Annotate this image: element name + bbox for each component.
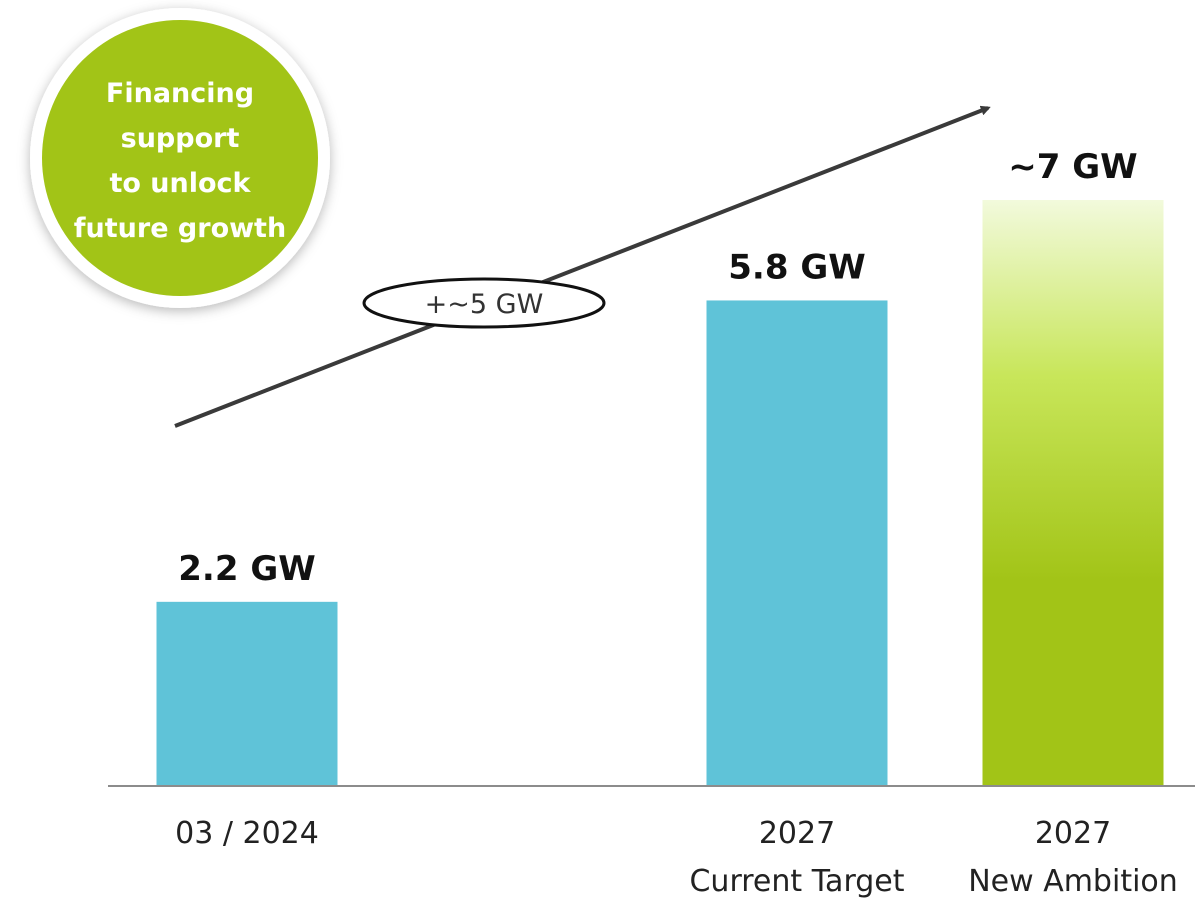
category-labels-group: 03 / 2024 2027 Current Target 2027 New Ambit… [175,816,1178,899]
value-label-3: ~7 GW [1008,147,1137,187]
growth-label: +~5 GW [425,289,544,320]
bar-1 [156,601,338,786]
category-label-1-line-1: 03 / 2024 [175,816,319,851]
callout-circle [42,20,318,296]
bars-group [156,200,1164,786]
callout-line-2: support [121,123,240,154]
category-label-2-line-1: 2027 [759,816,835,851]
callout-line-3: to unlock [109,168,251,199]
category-label-3: 2027 New Ambition [968,816,1178,899]
value-label-1: 2.2 GW [178,549,315,589]
growth-arrow [174,105,991,428]
category-label-1: 03 / 2024 [175,816,319,851]
category-label-2: 2027 Current Target [689,816,904,899]
growth-label-ellipse: +~5 GW [362,277,606,329]
category-label-3-line-2: New Ambition [968,864,1178,899]
bar-3 [982,200,1164,786]
value-labels-group: 2.2 GW 5.8 GW ~7 GW [178,147,1137,589]
category-label-3-line-1: 2027 [1035,816,1111,851]
value-label-2: 5.8 GW [728,247,865,287]
callout-line-1: Financing [106,78,254,109]
category-label-2-line-2: Current Target [689,864,904,899]
financing-callout: Financing support to unlock future growt… [30,8,330,308]
callout-line-4: future growth [74,213,286,244]
bar-2 [706,300,888,786]
